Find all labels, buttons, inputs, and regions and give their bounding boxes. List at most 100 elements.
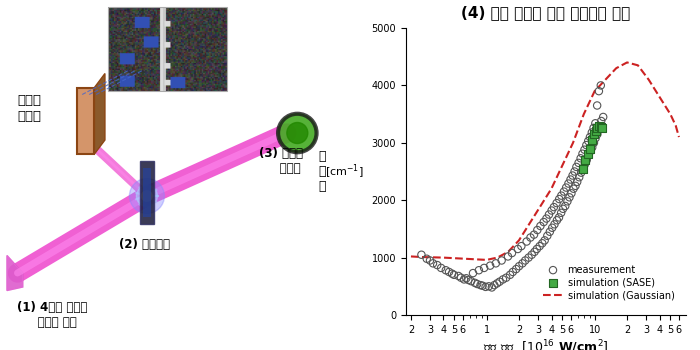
- measurement: [584, 134, 596, 140]
- measurement: [514, 264, 525, 269]
- measurement: [435, 265, 447, 271]
- measurement: [578, 166, 589, 172]
- measurement: [490, 260, 501, 266]
- measurement: [443, 269, 454, 275]
- simulation (Gaussian): [645, 78, 653, 82]
- simulation (Gaussian): [601, 78, 610, 82]
- simulation (Gaussian): [675, 135, 683, 139]
- measurement: [453, 273, 464, 279]
- measurement: [564, 195, 575, 200]
- Polygon shape: [7, 256, 22, 290]
- measurement: [556, 193, 567, 198]
- measurement: [551, 200, 562, 206]
- Text: [cm$^{-1}$]: [cm$^{-1}$]: [325, 162, 364, 181]
- simulation (Gaussian): [612, 66, 620, 70]
- measurement: [549, 222, 560, 227]
- measurement: [517, 260, 528, 266]
- measurement: [573, 160, 584, 166]
- simulation (SASE): [582, 152, 593, 157]
- measurement: [588, 140, 599, 146]
- simulation (Gaussian): [655, 95, 664, 99]
- measurement: [440, 267, 452, 273]
- measurement: [554, 215, 565, 220]
- measurement: [531, 246, 542, 252]
- measurement: [472, 281, 483, 287]
- measurement: [525, 235, 536, 240]
- measurement: [521, 239, 532, 244]
- measurement: [572, 179, 583, 185]
- measurement: [505, 272, 516, 278]
- measurement: [510, 266, 522, 272]
- measurement: [596, 118, 607, 124]
- measurement: [568, 186, 579, 191]
- Polygon shape: [77, 88, 94, 154]
- measurement: [468, 270, 479, 276]
- simulation (Gaussian): [439, 256, 447, 260]
- simulation (SASE): [594, 123, 605, 128]
- measurement: [432, 262, 443, 268]
- measurement: [584, 149, 596, 154]
- Circle shape: [287, 122, 308, 144]
- measurement: [537, 240, 548, 246]
- measurement: [548, 204, 559, 210]
- measurement: [455, 275, 466, 280]
- Circle shape: [130, 178, 164, 214]
- measurement: [587, 145, 598, 150]
- simulation (Gaussian): [590, 89, 598, 93]
- measurement: [577, 151, 588, 156]
- measurement: [561, 185, 572, 190]
- measurement: [598, 114, 609, 120]
- Polygon shape: [143, 168, 151, 217]
- measurement: [581, 157, 592, 163]
- measurement: [588, 125, 599, 131]
- measurement: [516, 243, 527, 249]
- measurement: [523, 255, 534, 260]
- measurement: [421, 256, 433, 261]
- measurement: [573, 174, 584, 180]
- measurement: [557, 206, 568, 212]
- simulation (SASE): [597, 125, 608, 131]
- simulation (Gaussian): [526, 221, 534, 225]
- simulation (Gaussian): [580, 112, 588, 116]
- measurement: [480, 284, 491, 290]
- simulation (Gaussian): [547, 187, 556, 191]
- simulation (Gaussian): [661, 103, 669, 107]
- measurement: [539, 238, 550, 243]
- simulation (Gaussian): [428, 255, 437, 259]
- measurement: [491, 281, 503, 286]
- measurement: [534, 243, 545, 249]
- simulation (Gaussian): [514, 238, 523, 243]
- measurement: [543, 212, 554, 217]
- Circle shape: [278, 114, 316, 152]
- measurement: [570, 164, 582, 170]
- measurement: [544, 229, 555, 234]
- simulation (SASE): [590, 128, 601, 134]
- simulation (Gaussian): [634, 63, 642, 68]
- Legend: measurement, simulation (SASE), simulation (Gaussian): measurement, simulation (SASE), simulati…: [540, 261, 678, 304]
- measurement: [506, 250, 517, 256]
- Title: (4) 빛의 세기에 따른 흡수도의 변화: (4) 빛의 세기에 따른 흡수도의 변화: [461, 5, 631, 20]
- measurement: [594, 126, 605, 131]
- simulation (Gaussian): [569, 141, 577, 145]
- simulation (SASE): [584, 146, 595, 151]
- measurement: [565, 177, 576, 182]
- measurement: [428, 260, 439, 266]
- measurement: [556, 210, 567, 216]
- measurement: [575, 155, 586, 161]
- measurement: [473, 267, 484, 273]
- measurement: [484, 263, 496, 268]
- measurement: [498, 276, 509, 282]
- Polygon shape: [140, 161, 154, 224]
- measurement: [463, 277, 474, 283]
- measurement: [592, 131, 603, 137]
- measurement: [424, 258, 435, 263]
- measurement: [528, 232, 540, 237]
- measurement: [559, 189, 570, 194]
- measurement: [566, 190, 577, 196]
- measurement: [512, 246, 524, 252]
- measurement: [582, 138, 594, 144]
- measurement: [542, 233, 553, 239]
- measurement: [535, 223, 546, 229]
- simulation (Gaussian): [666, 112, 675, 116]
- Text: (1) 4세대 방사광
     엑스선 펄스: (1) 4세대 방사광 엑스선 펄스: [18, 301, 88, 329]
